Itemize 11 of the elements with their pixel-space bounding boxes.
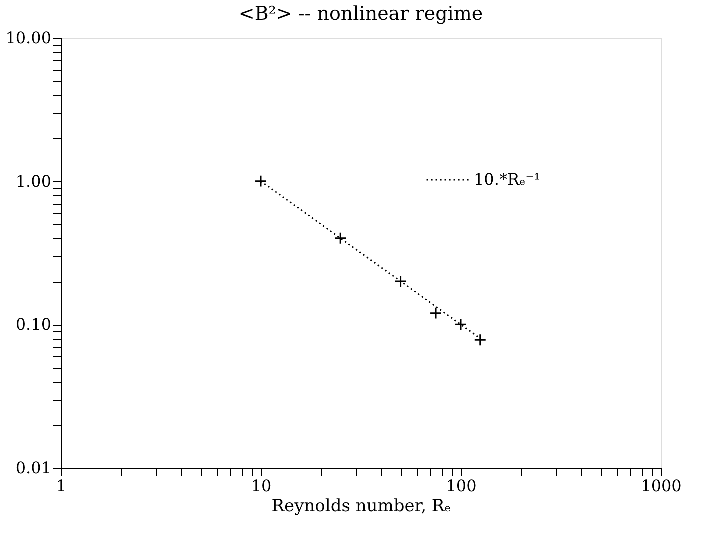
legend-label: 10.*Rₑ⁻¹ [474,170,541,189]
x-tick-label: 100 [446,476,477,496]
y-tick-label: 0.10 [16,315,52,334]
x-tick-label: 1 [56,476,67,496]
x-tick-label: 10 [251,476,272,496]
x-tick-label: 1000 [641,476,682,496]
y-tick-label: 1.00 [16,172,52,191]
x-axis-title: Reynolds number, Rₑ [272,496,452,516]
chart-title: <B²> -- nonlinear regime [238,3,484,25]
y-tick-label: 0.01 [16,458,52,478]
y-tick-label: 10.00 [6,28,52,48]
